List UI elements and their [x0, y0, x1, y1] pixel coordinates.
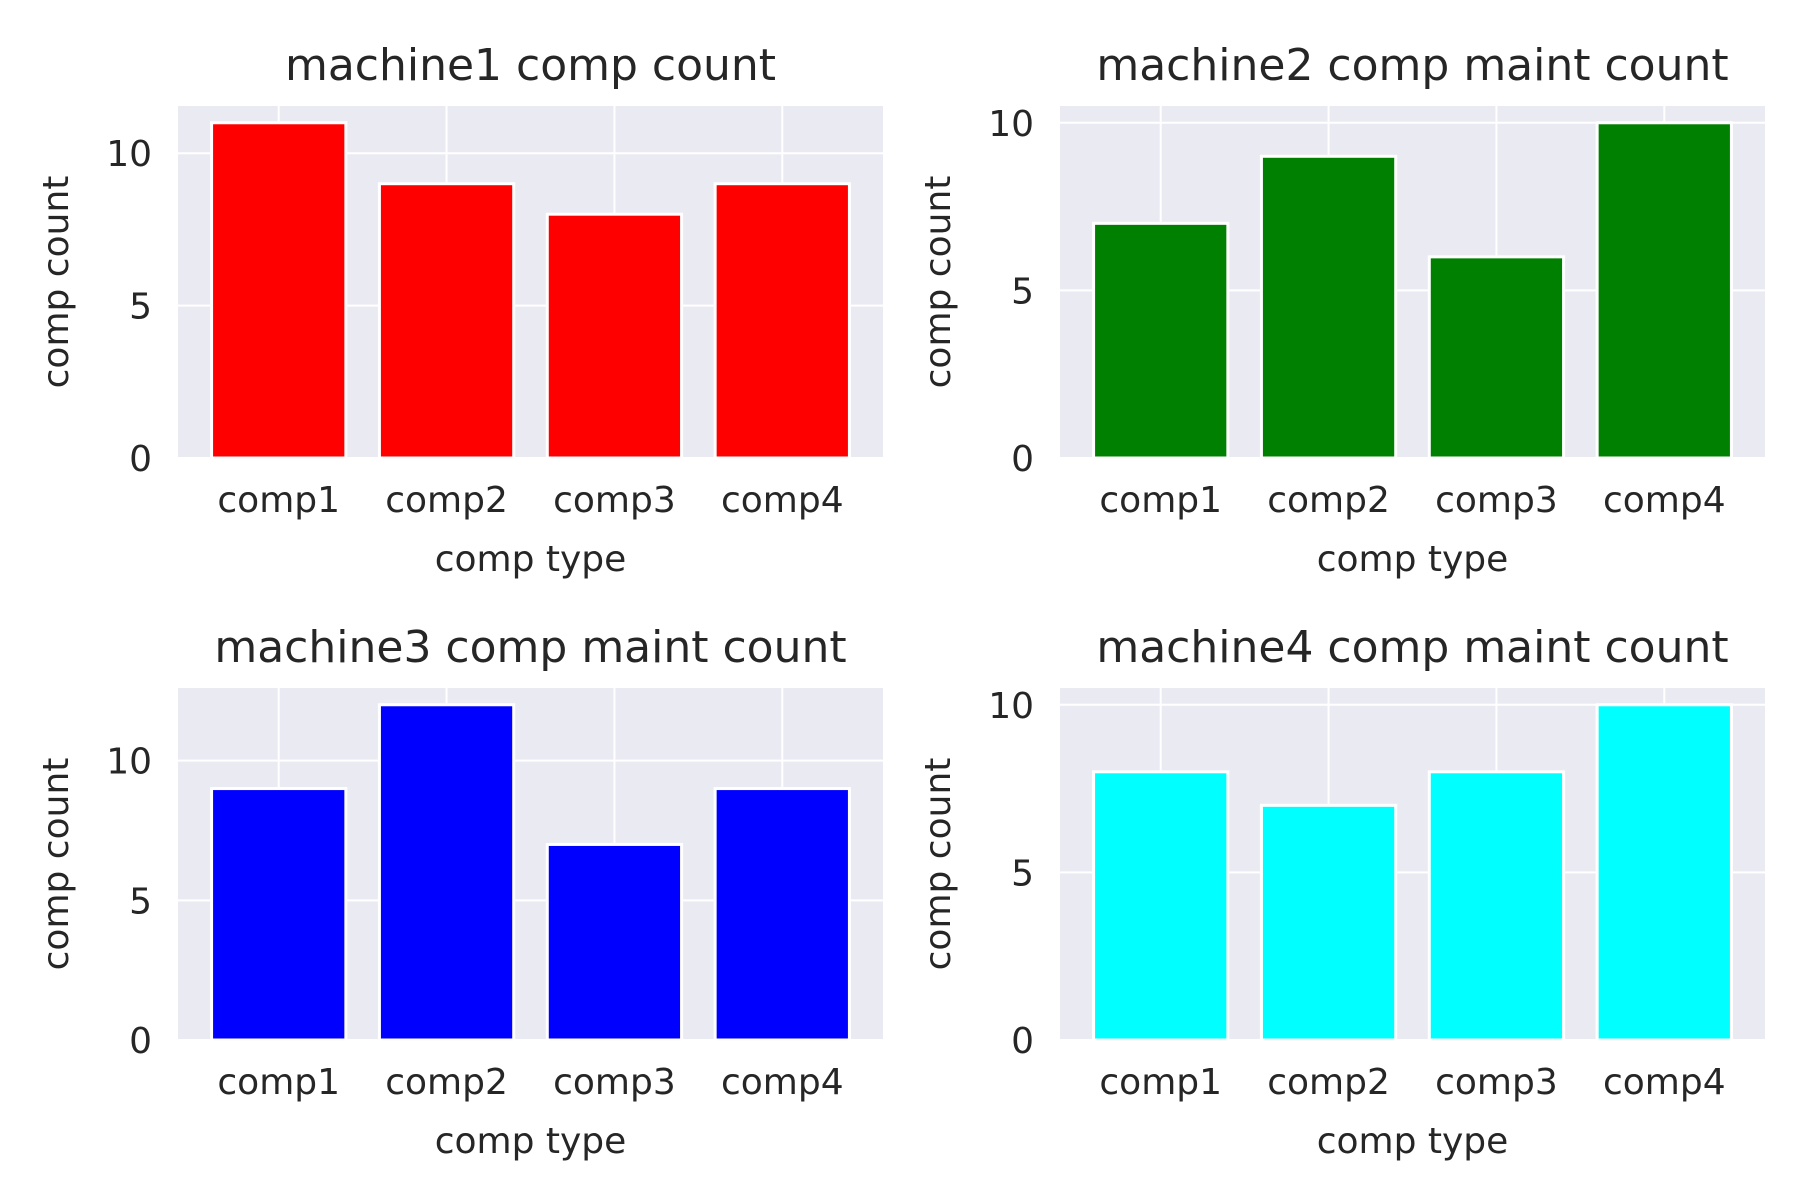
subplot-3: comp1 comp2 comp3 comp4 0 5 10 machine3 comp ma…: [36, 622, 883, 1162]
y-axis-label: comp count: [36, 176, 77, 389]
bar-comp3: [545, 212, 684, 460]
y-tick-label: 5: [129, 287, 152, 328]
y-tick-label: 5: [1011, 271, 1034, 312]
y-tick-label: 10: [106, 742, 152, 783]
x-axis-label: comp type: [435, 539, 627, 580]
bar-comp4: [1595, 703, 1733, 1042]
y-tick-label: 0: [1011, 439, 1034, 480]
bar-comp1: [210, 121, 348, 460]
bar-comp1: [1092, 770, 1230, 1042]
x-tick-label: comp4: [1603, 480, 1726, 521]
y-tick-label: 5: [129, 881, 152, 922]
x-tick-label: comp1: [1099, 480, 1222, 521]
y-tick-label: 10: [106, 134, 152, 175]
x-axis-label: comp type: [435, 1121, 627, 1162]
y-tick-label: 0: [1011, 1021, 1034, 1062]
x-tick-label: comp2: [385, 1062, 508, 1103]
chart-title: machine2 comp maint count: [1096, 40, 1728, 91]
y-tick-label: 10: [988, 104, 1034, 145]
bar-comp2: [377, 182, 516, 460]
bar-comp3: [1427, 255, 1566, 460]
x-tick-label: comp1: [1099, 1062, 1222, 1103]
y-axis-label: comp count: [918, 176, 959, 389]
x-tick-label: comp2: [1267, 1062, 1390, 1103]
x-tick-label: comp4: [721, 480, 844, 521]
x-tick-label: comp2: [1267, 480, 1390, 521]
y-axis-label: comp count: [36, 758, 77, 971]
bar-comp3: [1427, 770, 1566, 1042]
x-tick-label: comp3: [1435, 1062, 1558, 1103]
bar-comp4: [1595, 121, 1733, 460]
x-axis-label: comp type: [1317, 1121, 1509, 1162]
bar-comp2: [1259, 803, 1398, 1042]
bar-comp3: [545, 842, 684, 1042]
bar-comp2: [377, 703, 516, 1042]
bar-comp4: [713, 787, 851, 1042]
x-axis-label: comp type: [1317, 539, 1509, 580]
y-axis-label: comp count: [918, 758, 959, 971]
x-tick-label: comp3: [553, 480, 676, 521]
x-tick-label: comp1: [217, 480, 340, 521]
x-tick-label: comp3: [1435, 480, 1558, 521]
y-tick-label: 5: [1011, 853, 1034, 894]
y-tick-label: 0: [129, 1021, 152, 1062]
chart-title: machine1 comp count: [285, 40, 776, 91]
x-tick-label: comp4: [721, 1062, 844, 1103]
subplot-2: comp1 comp2 comp3 comp4 0 5 10 machine2 comp ma…: [918, 40, 1765, 580]
x-tick-label: comp3: [553, 1062, 676, 1103]
bar-comp4: [713, 182, 851, 460]
bar-comp1: [1092, 221, 1230, 460]
subplot-4: comp1 comp2 comp3 comp4 0 5 10 machine4 comp ma…: [918, 622, 1765, 1162]
x-tick-label: comp4: [1603, 1062, 1726, 1103]
chart-title: machine4 comp maint count: [1096, 622, 1728, 673]
y-tick-label: 10: [988, 686, 1034, 727]
y-tick-label: 0: [129, 439, 152, 480]
x-tick-label: comp2: [385, 480, 508, 521]
bar-comp2: [1259, 154, 1398, 460]
x-tick-label: comp1: [217, 1062, 340, 1103]
subplot-1: comp1 comp2 comp3 comp4 0 5 10 machine1 comp co…: [36, 40, 883, 580]
chart-title: machine3 comp maint count: [214, 622, 846, 673]
bar-comp1: [210, 787, 348, 1042]
